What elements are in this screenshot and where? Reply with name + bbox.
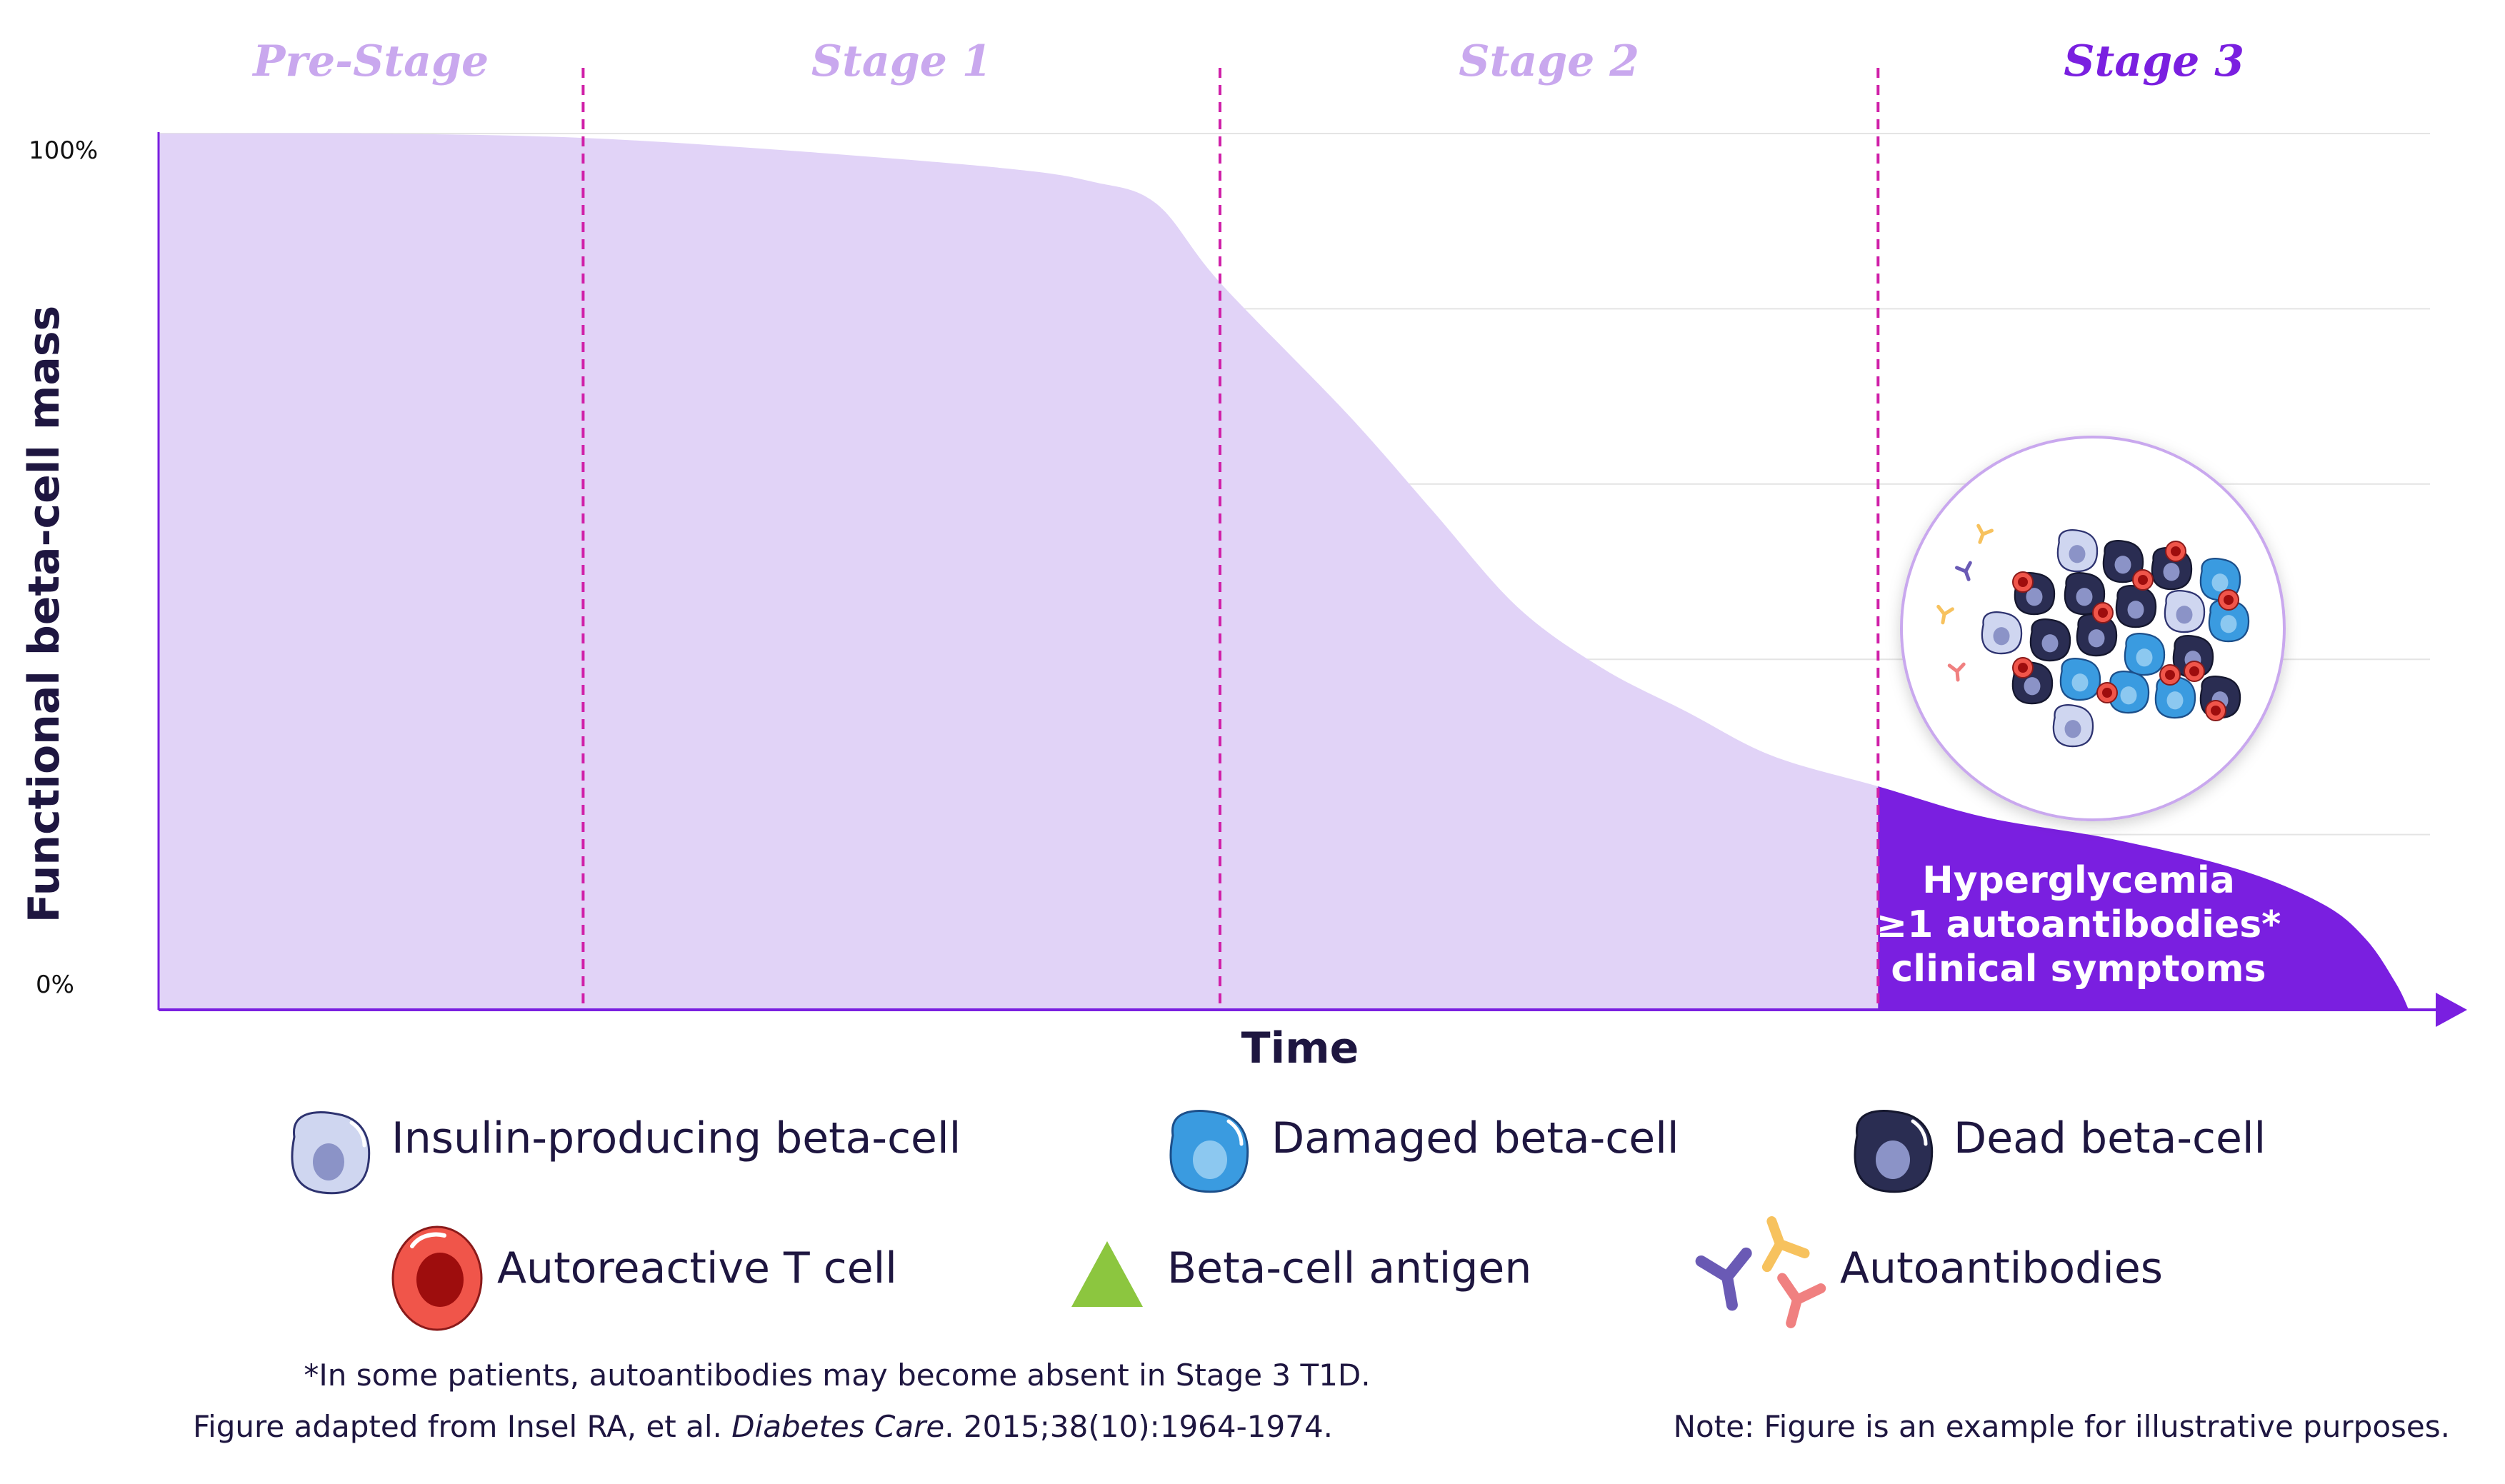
illustrative-note: Note: Figure is an example for illustrat… <box>1674 1409 2450 1444</box>
stage-3-line-2: ≥1 autoantibodies* <box>1876 903 2281 946</box>
citation-prefix: Figure adapted from Insel RA, et al. <box>193 1409 731 1444</box>
cluster-cell <box>2029 618 2071 662</box>
stage-label: Stage 2 <box>1459 36 1639 86</box>
antigen-triangle-icon <box>1071 1241 1143 1307</box>
cluster-t-cell <box>2184 661 2205 682</box>
cluster-autoantibody <box>1936 604 1954 625</box>
stage-3-line-1: Hyperglycemia <box>1922 859 2235 902</box>
cluster-t-cell <box>2159 664 2181 686</box>
cluster-t-cell <box>2132 569 2154 591</box>
cluster-autoantibody <box>1976 523 1994 544</box>
legend-label-healthy: Insulin-producing beta-cell <box>391 1113 961 1163</box>
legend-label-autoantibodies: Autoantibodies <box>1840 1243 2163 1293</box>
cluster-t-cell <box>2096 682 2118 703</box>
x-axis-title: Time <box>1241 1023 1359 1073</box>
x-axis-arrow-icon <box>2436 993 2467 1027</box>
cell-cluster-illustration <box>1900 436 2286 821</box>
y-tick-label-bottom: 0% <box>36 971 74 999</box>
legend-label-t-cell: Autoreactive T cell <box>497 1243 897 1293</box>
citation: Figure adapted from Insel RA, et al. Dia… <box>193 1409 1333 1444</box>
cluster-cell <box>2064 572 2106 616</box>
cluster-cell <box>2102 540 2144 583</box>
citation-suffix: . 2015;38(10):1964-1974. <box>944 1409 1333 1444</box>
cluster-cell <box>2115 585 2157 628</box>
stage-3-line-3: clinical symptoms <box>1891 948 2266 991</box>
legend-label-damaged: Damaged beta-cell <box>1271 1113 1679 1163</box>
t-cell-icon <box>391 1225 483 1331</box>
cluster-cell <box>2108 671 2150 714</box>
stage-3-area <box>1878 786 2409 1010</box>
stage-label: Stage 1 <box>811 36 992 86</box>
stage-labels: Pre-Stage Stage 1 Stage 2 Stage 3 <box>251 36 2244 86</box>
cluster-autoantibody <box>1955 561 1972 581</box>
stage-label: Stage 3 <box>2064 36 2244 86</box>
cluster-cell <box>2124 633 2166 676</box>
legend-label-antigen: Beta-cell antigen <box>1167 1243 1531 1293</box>
cluster-cell <box>2164 590 2206 633</box>
healthy-beta-cell-icon <box>291 1111 371 1195</box>
y-tick-label-top: 100% <box>29 136 98 165</box>
cluster-cell <box>2059 658 2101 701</box>
stage-dividers <box>581 68 1880 1010</box>
cluster-cell <box>2076 613 2118 657</box>
cluster-autoantibody <box>1947 662 1966 682</box>
cluster-t-cell <box>2218 589 2239 611</box>
dead-beta-cell-icon <box>1854 1110 1934 1193</box>
legend-label-dead: Dead beta-cell <box>1954 1113 2266 1163</box>
cluster-t-cell <box>2012 571 2034 593</box>
autoantibody-icon <box>1695 1216 1826 1328</box>
citation-journal: Diabetes Care <box>731 1409 944 1444</box>
legend: Insulin-producing beta-cell Damaged beta… <box>291 1110 2266 1331</box>
y-axis-title: Functional beta-cell mass <box>19 306 69 923</box>
stage-label: Pre-Stage <box>251 36 489 86</box>
cluster-t-cell <box>2165 541 2186 562</box>
cluster-cell <box>2052 704 2094 748</box>
damaged-beta-cell-icon <box>1169 1110 1249 1193</box>
cluster-t-cell <box>2205 700 2226 721</box>
beta-cell-mass-area <box>159 133 2409 1011</box>
cluster-t-cell <box>2092 602 2114 623</box>
cluster-cell <box>2208 599 2250 643</box>
cluster-cell <box>2056 529 2099 573</box>
asterisk-footnote: *In some patients, autoantibodies may be… <box>304 1358 1370 1393</box>
cluster-cell <box>1981 611 2023 655</box>
cluster-t-cell <box>2012 657 2034 678</box>
